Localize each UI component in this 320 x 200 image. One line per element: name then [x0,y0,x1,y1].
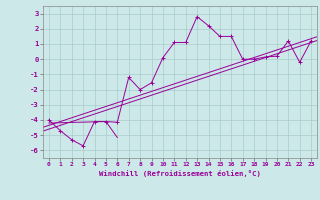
X-axis label: Windchill (Refroidissement éolien,°C): Windchill (Refroidissement éolien,°C) [99,170,261,177]
